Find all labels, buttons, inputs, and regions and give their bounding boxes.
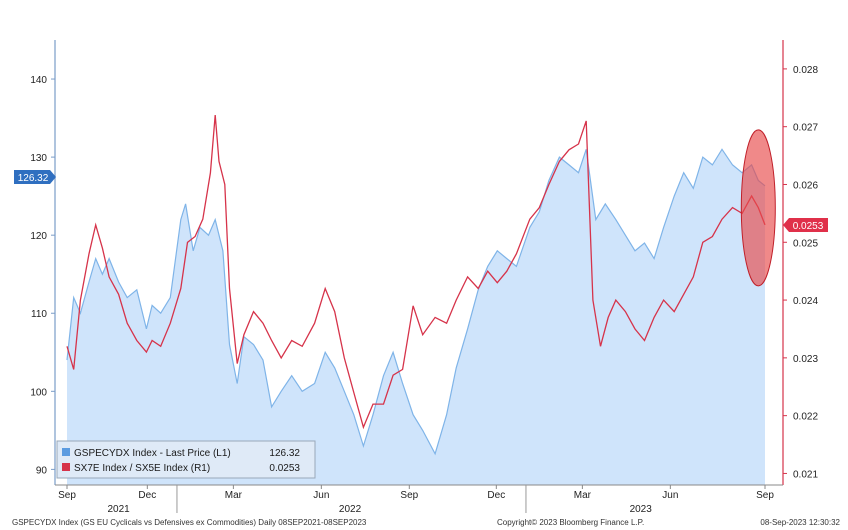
x-axis: Sep Dec Mar Jun Sep Dec Mar Jun Sep 2021 2022 2023 bbox=[55, 484, 783, 515]
left-tick-label: 110 bbox=[31, 309, 47, 320]
right-tick-label: 0.022 bbox=[793, 412, 818, 423]
right-last-value-text: 0.0253 bbox=[793, 221, 824, 232]
legend-label-gspecydx: GSPECYDX Index - Last Price (L1) bbox=[74, 448, 231, 459]
left-tick-label: 140 bbox=[30, 75, 47, 86]
x-tick-label: Dec bbox=[487, 490, 505, 501]
legend-swatch-sx7e bbox=[62, 463, 70, 471]
left-tick-label: 100 bbox=[30, 387, 47, 398]
series-line-sx7e bbox=[66, 115, 766, 430]
highlight-ellipse bbox=[740, 129, 776, 287]
series-line-gspecydx bbox=[66, 148, 766, 456]
legend-label-sx7e: SX7E Index / SX5E Index (R1) bbox=[74, 463, 210, 474]
legend-box bbox=[56, 440, 316, 479]
left-last-value-tag: 126.32 bbox=[14, 170, 56, 184]
footer: GSPECYDX Index (GS EU Cyclicals vs Defen… bbox=[12, 518, 841, 527]
right-tick-label: 0.026 bbox=[793, 180, 818, 191]
footer-timestamp: 08-Sep-2023 12:30:32 bbox=[760, 518, 840, 527]
right-tick-label: 0.024 bbox=[793, 296, 818, 307]
year-label: 2023 bbox=[630, 504, 653, 515]
legend-value-gspecydx: 126.32 bbox=[269, 448, 300, 459]
year-label: 2022 bbox=[339, 504, 362, 515]
left-tick-label: 90 bbox=[36, 465, 48, 476]
x-tick-label: Jun bbox=[313, 490, 329, 501]
right-tick-label: 0.021 bbox=[793, 469, 818, 480]
right-tick-label: 0.027 bbox=[793, 123, 818, 134]
right-axis: 0.021 0.022 0.023 0.024 0.025 0.026 0.027 0.028 bbox=[782, 40, 818, 485]
legend-value-sx7e: 0.0253 bbox=[269, 463, 300, 474]
legend: GSPECYDX Index - Last Price (L1) 126.32 … bbox=[56, 440, 316, 479]
left-last-value-text: 126.32 bbox=[18, 173, 49, 184]
left-axis: 90 100 110 120 130 140 bbox=[30, 40, 56, 485]
left-tick-label: 130 bbox=[30, 153, 47, 164]
x-tick-label: Mar bbox=[574, 490, 592, 501]
right-last-value-tag: 0.0253 bbox=[783, 218, 828, 232]
footer-source: GSPECYDX Index (GS EU Cyclicals vs Defen… bbox=[12, 518, 367, 527]
x-tick-label: Sep bbox=[58, 490, 76, 501]
x-tick-label: Dec bbox=[138, 490, 156, 501]
x-tick-label: Sep bbox=[400, 490, 418, 501]
right-tick-label: 0.025 bbox=[793, 238, 818, 249]
footer-copyright: Copyright© 2023 Bloomberg Finance L.P. bbox=[497, 518, 644, 527]
left-tick-label: 120 bbox=[30, 231, 47, 242]
plot-area bbox=[66, 115, 776, 486]
legend-swatch-gspecydx bbox=[62, 448, 70, 456]
year-label: 2021 bbox=[108, 504, 131, 515]
right-tick-label: 0.023 bbox=[793, 354, 818, 365]
x-tick-label: Mar bbox=[225, 490, 243, 501]
right-tick-label: 0.028 bbox=[793, 65, 818, 76]
x-tick-label: Jun bbox=[662, 490, 678, 501]
x-tick-label: Sep bbox=[756, 490, 774, 501]
